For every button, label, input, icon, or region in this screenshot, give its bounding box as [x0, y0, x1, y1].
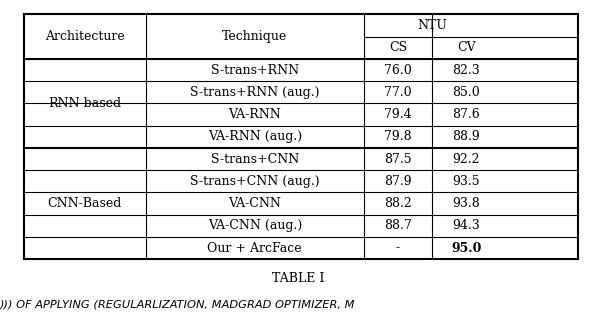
Text: 77.0: 77.0: [384, 86, 412, 99]
Text: S-trans+CNN: S-trans+CNN: [210, 153, 299, 166]
Text: 93.5: 93.5: [452, 175, 480, 188]
Text: 82.3: 82.3: [452, 64, 480, 77]
Text: 85.0: 85.0: [452, 86, 480, 99]
Text: 88.9: 88.9: [452, 130, 480, 143]
Text: TABLE I: TABLE I: [272, 272, 324, 285]
Text: 79.8: 79.8: [384, 130, 412, 143]
Text: S-trans+CNN (aug.): S-trans+CNN (aug.): [190, 175, 319, 188]
Text: CS: CS: [389, 41, 407, 54]
Text: 95.0: 95.0: [451, 242, 482, 255]
Text: 87.5: 87.5: [384, 153, 412, 166]
Text: 76.0: 76.0: [384, 64, 412, 77]
Text: Architecture: Architecture: [45, 30, 125, 43]
Text: S-trans+RNN: S-trans+RNN: [211, 64, 299, 77]
Text: VA-CNN (aug.): VA-CNN (aug.): [207, 219, 302, 232]
Text: ))) OF APPLYING (REGULARLIZATION, MADGRAD OPTIMIZER, M: ))) OF APPLYING (REGULARLIZATION, MADGRA…: [0, 299, 355, 309]
Text: VA-CNN: VA-CNN: [228, 197, 281, 210]
Text: 94.3: 94.3: [452, 219, 480, 232]
Text: S-trans+RNN (aug.): S-trans+RNN (aug.): [190, 86, 319, 99]
Text: CNN-Based: CNN-Based: [48, 197, 122, 210]
Text: VA-RNN (aug.): VA-RNN (aug.): [208, 130, 302, 143]
Text: 93.8: 93.8: [452, 197, 480, 210]
Text: -: -: [396, 242, 400, 255]
Text: NTU: NTU: [417, 19, 447, 32]
Text: 88.7: 88.7: [384, 219, 412, 232]
Text: 87.9: 87.9: [384, 175, 412, 188]
Text: 92.2: 92.2: [452, 153, 480, 166]
Text: 87.6: 87.6: [452, 108, 480, 121]
Text: CV: CV: [457, 41, 476, 54]
Text: Technique: Technique: [222, 30, 287, 43]
Text: 79.4: 79.4: [384, 108, 412, 121]
Text: RNN-based: RNN-based: [48, 97, 122, 110]
Text: Our + ArcFace: Our + ArcFace: [207, 242, 302, 255]
Text: 88.2: 88.2: [384, 197, 412, 210]
Text: VA-RNN: VA-RNN: [228, 108, 281, 121]
